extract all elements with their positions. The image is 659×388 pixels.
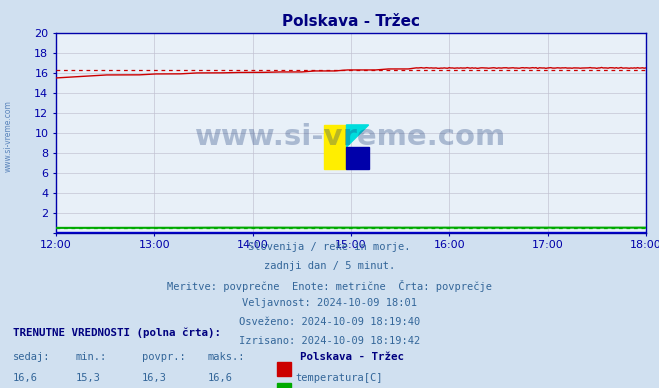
Text: 16,3: 16,3 [142, 373, 167, 383]
Text: 16,6: 16,6 [208, 373, 233, 383]
Text: sedaj:: sedaj: [13, 352, 51, 362]
Polygon shape [347, 147, 368, 169]
Text: temperatura[C]: temperatura[C] [295, 373, 383, 383]
Text: 16,6: 16,6 [13, 373, 38, 383]
Polygon shape [324, 125, 347, 169]
Title: Polskava - Tržec: Polskava - Tržec [282, 14, 420, 29]
Text: Polskava - Tržec: Polskava - Tržec [300, 352, 404, 362]
Text: Veljavnost: 2024-10-09 18:01: Veljavnost: 2024-10-09 18:01 [242, 298, 417, 308]
Text: min.:: min.: [76, 352, 107, 362]
Text: povpr.:: povpr.: [142, 352, 185, 362]
Text: zadnji dan / 5 minut.: zadnji dan / 5 minut. [264, 261, 395, 271]
Polygon shape [347, 125, 368, 147]
Text: Izrisano: 2024-10-09 18:19:42: Izrisano: 2024-10-09 18:19:42 [239, 336, 420, 346]
Text: Slovenija / reke in morje.: Slovenija / reke in morje. [248, 242, 411, 253]
Text: TRENUTNE VREDNOSTI (polna črta):: TRENUTNE VREDNOSTI (polna črta): [13, 328, 221, 338]
Text: Meritve: povprečne  Enote: metrične  Črta: povprečje: Meritve: povprečne Enote: metrične Črta:… [167, 280, 492, 292]
Text: www.si-vreme.com: www.si-vreme.com [3, 100, 13, 172]
Text: maks.:: maks.: [208, 352, 245, 362]
Text: www.si-vreme.com: www.si-vreme.com [195, 123, 507, 151]
Text: Osveženo: 2024-10-09 18:19:40: Osveženo: 2024-10-09 18:19:40 [239, 317, 420, 327]
Text: 15,3: 15,3 [76, 373, 101, 383]
